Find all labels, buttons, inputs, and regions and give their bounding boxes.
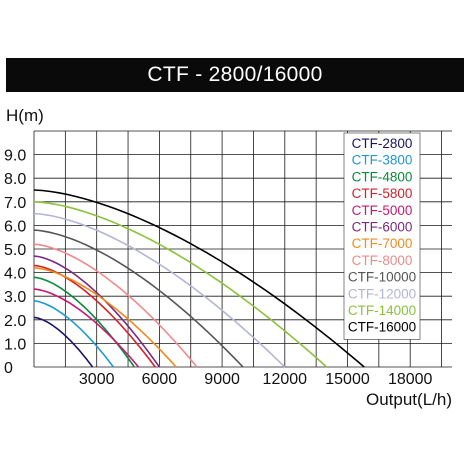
x-axis-label: Output(L/h) — [366, 390, 452, 409]
series-line-ctf-5000 — [33, 288, 140, 368]
y-tick-label: 5.0 — [4, 242, 26, 259]
legend-entry: CTF-14000 — [348, 303, 416, 318]
series-line-ctf-3800 — [33, 300, 115, 368]
legend-entry: CTF-5800 — [352, 186, 413, 201]
series-line-ctf-16000 — [33, 189, 365, 368]
chart-title: CTF - 2800/16000 — [6, 58, 464, 92]
y-tick-label: 0 — [4, 360, 13, 377]
y-tick-label: 6.0 — [4, 218, 26, 235]
x-tick-label: 18000 — [388, 371, 433, 388]
legend-entry: CTF-6000 — [352, 220, 413, 235]
axes: H(m) Output(L/h) 0 1.0 2.0 3.0 4.0 5.0 6.0 7.0 8… — [4, 106, 452, 409]
series-line-ctf-8000 — [33, 243, 198, 368]
y-tick-label: 3.0 — [4, 289, 26, 306]
legend-box — [343, 132, 421, 340]
legend-entry: CTF-3800 — [352, 153, 413, 168]
series-line-ctf-12000 — [33, 212, 286, 368]
y-tick-label: 1.0 — [4, 336, 26, 353]
y-tick-label: 2.0 — [4, 313, 26, 330]
legend-entry: CTF-8000 — [352, 253, 413, 268]
y-tick-label: 8.0 — [4, 171, 26, 188]
y-tick-label: 7.0 — [4, 195, 26, 212]
series-line-ctf-5800 — [33, 264, 156, 368]
series-line-ctf-2800 — [33, 316, 94, 368]
series-line-ctf-7000 — [33, 267, 177, 368]
legend-entry: CTF-12000 — [348, 286, 416, 301]
y-tick-label: 4.0 — [4, 266, 26, 283]
y-tick-label: 9.0 — [4, 148, 26, 165]
series-line-ctf-6000 — [33, 255, 161, 368]
legend-entry: CTF-2800 — [352, 136, 413, 151]
x-tick-label: 12000 — [263, 371, 308, 388]
legend-entry: CTF-4800 — [352, 169, 413, 184]
x-tick-label: 3000 — [79, 371, 115, 388]
x-tick-label: 15000 — [325, 371, 370, 388]
series-line-ctf-10000 — [33, 229, 244, 368]
x-tick-label: 9000 — [204, 371, 240, 388]
series-line-ctf-14000 — [33, 201, 328, 368]
x-tick-label: 6000 — [142, 371, 178, 388]
series-lines — [33, 189, 365, 368]
legend-entry: CTF-16000 — [348, 320, 416, 335]
legend-entry: CTF-7000 — [352, 236, 413, 251]
y-axis-label: H(m) — [6, 106, 44, 125]
legend-entry: CTF-10000 — [348, 270, 416, 285]
legend-entry: CTF-5000 — [352, 203, 413, 218]
